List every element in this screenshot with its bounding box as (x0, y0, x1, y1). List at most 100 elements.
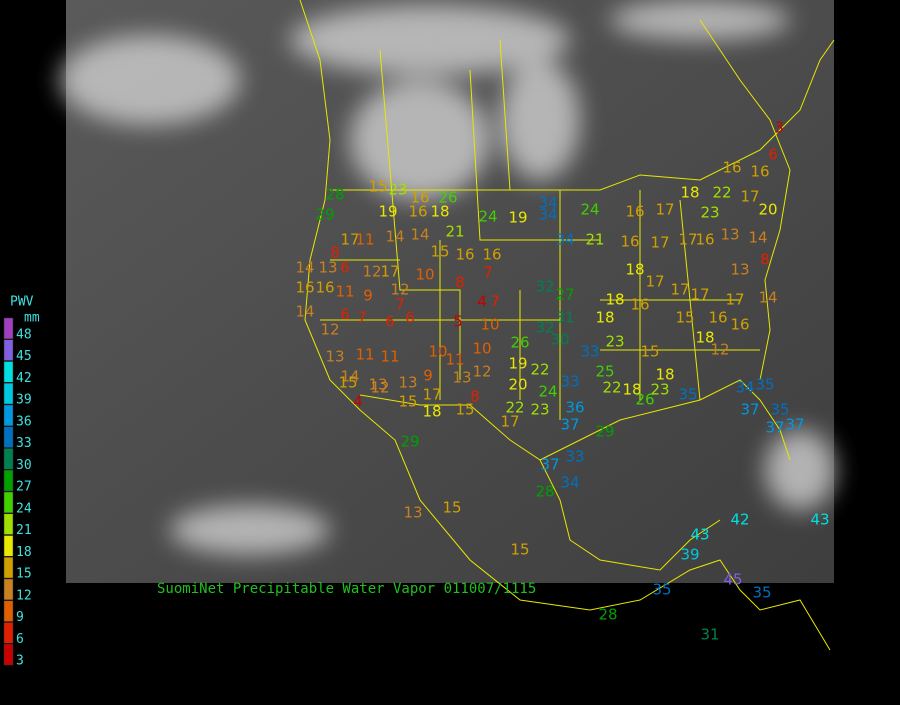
station-value: 13 (452, 369, 471, 387)
station-value: 23 (605, 333, 624, 351)
legend-label: 15 (16, 567, 32, 582)
station-value: 14 (385, 228, 404, 246)
station-value: 11 (355, 231, 374, 249)
station-value: 16 (455, 246, 474, 264)
legend-swatch (3, 317, 14, 339)
station-value: 14 (758, 289, 777, 307)
legend-label: 12 (16, 588, 32, 603)
station-value: 7 (483, 264, 493, 282)
station-value: 13 (403, 504, 422, 522)
station-value: 17 (740, 188, 759, 206)
legend-swatch (3, 578, 14, 600)
legend-label: 36 (16, 414, 32, 429)
station-value: 14 (295, 259, 314, 277)
station-value: 16 (625, 203, 644, 221)
station-value: 13 (368, 376, 387, 394)
station-value: 15 (455, 401, 474, 419)
station-value: 4 (477, 293, 487, 311)
legend-label: 30 (16, 458, 32, 473)
station-value: 37 (765, 419, 784, 437)
legend-label: 33 (16, 436, 32, 451)
station-value: 31 (555, 309, 574, 327)
station-value: 14 (410, 226, 429, 244)
station-value: 18 (622, 381, 641, 399)
station-value: 23 (650, 381, 669, 399)
station-value: 21 (445, 223, 464, 241)
station-value: 35 (678, 386, 697, 404)
station-value: 14 (340, 368, 359, 386)
station-value: 17 (500, 413, 519, 431)
station-value: 18 (595, 309, 614, 327)
station-value: 11 (355, 346, 374, 364)
legend-swatch (3, 426, 14, 448)
station-value: 11 (380, 348, 399, 366)
legend-label: 9 (16, 610, 24, 625)
legend-swatch (3, 600, 14, 622)
legend-title: PWV (10, 295, 34, 310)
station-value: 33 (560, 373, 579, 391)
station-value: 24 (580, 201, 599, 219)
station-value: 35 (755, 376, 774, 394)
station-value: 16 (630, 296, 649, 314)
station-value: 17 (670, 281, 689, 299)
station-value: 9 (363, 287, 373, 305)
station-value: 22 (530, 361, 549, 379)
station-value: 17 (645, 273, 664, 291)
station-value: 6 (340, 306, 350, 324)
station-value: 20 (758, 201, 777, 219)
station-value: 34 (560, 474, 579, 492)
legend-swatch (3, 404, 14, 426)
station-value: 16 (482, 246, 501, 264)
station-value: 23 (700, 204, 719, 222)
station-value: 17 (380, 263, 399, 281)
station-value: 18 (430, 203, 449, 221)
station-value: 37 (560, 416, 579, 434)
station-value: 16 (408, 203, 427, 221)
legend-label: 39 (16, 393, 32, 408)
station-value: 16 (620, 233, 639, 251)
station-value: 37 (540, 456, 559, 474)
legend-label: 3 (16, 654, 24, 669)
station-value: 37 (740, 401, 759, 419)
station-value: 8 (330, 244, 340, 262)
station-value: 21 (585, 231, 604, 249)
legend-swatch (3, 491, 14, 513)
station-value: 45 (723, 571, 742, 589)
station-value: 13 (720, 226, 739, 244)
station-value: 6 (405, 309, 415, 327)
station-value: 33 (580, 343, 599, 361)
station-value: 18 (655, 366, 674, 384)
legend-swatch (3, 535, 14, 557)
station-value: 7 (357, 309, 367, 327)
station-value: 14 (295, 303, 314, 321)
station-value: 23 (530, 401, 549, 419)
station-value: 28 (535, 483, 554, 501)
station-value: 42 (730, 511, 749, 529)
legend-label: 48 (16, 327, 32, 342)
station-value: 10 (415, 266, 434, 284)
station-value: 17 (690, 286, 709, 304)
station-value: 32 (535, 319, 554, 337)
station-value: 12 (370, 379, 389, 397)
legend-swatch (3, 557, 14, 579)
station-value: 33 (565, 448, 584, 466)
legend-swatch (3, 513, 14, 535)
station-value: 5 (453, 313, 463, 331)
station-value: 11 (445, 351, 464, 369)
station-value: 12 (390, 281, 409, 299)
station-value: 34 (538, 206, 557, 224)
clouds (60, 0, 835, 555)
station-value: 13 (398, 374, 417, 392)
legend-label: 21 (16, 523, 32, 538)
station-value: 43 (810, 511, 829, 529)
station-value: 9 (423, 367, 433, 385)
station-value: 17 (422, 386, 441, 404)
legend-label: 18 (16, 545, 32, 560)
station-value: 18 (680, 184, 699, 202)
legend-label: 42 (16, 371, 32, 386)
station-value: 11 (335, 283, 354, 301)
station-value: 17 (340, 231, 359, 249)
station-value: 20 (508, 376, 527, 394)
station-value: 34 (538, 194, 557, 212)
